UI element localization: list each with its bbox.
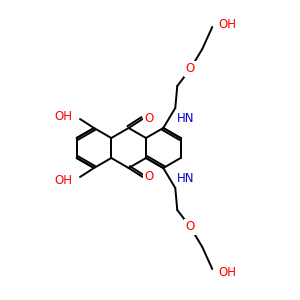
Text: OH: OH: [54, 110, 72, 122]
Text: OH: OH: [218, 17, 236, 31]
Text: O: O: [144, 112, 153, 125]
Text: O: O: [186, 62, 195, 76]
Text: OH: OH: [54, 173, 72, 187]
Text: O: O: [144, 170, 153, 184]
Text: HN: HN: [177, 172, 195, 184]
Text: HN: HN: [177, 112, 195, 124]
Text: O: O: [186, 220, 195, 233]
Text: OH: OH: [218, 266, 236, 278]
